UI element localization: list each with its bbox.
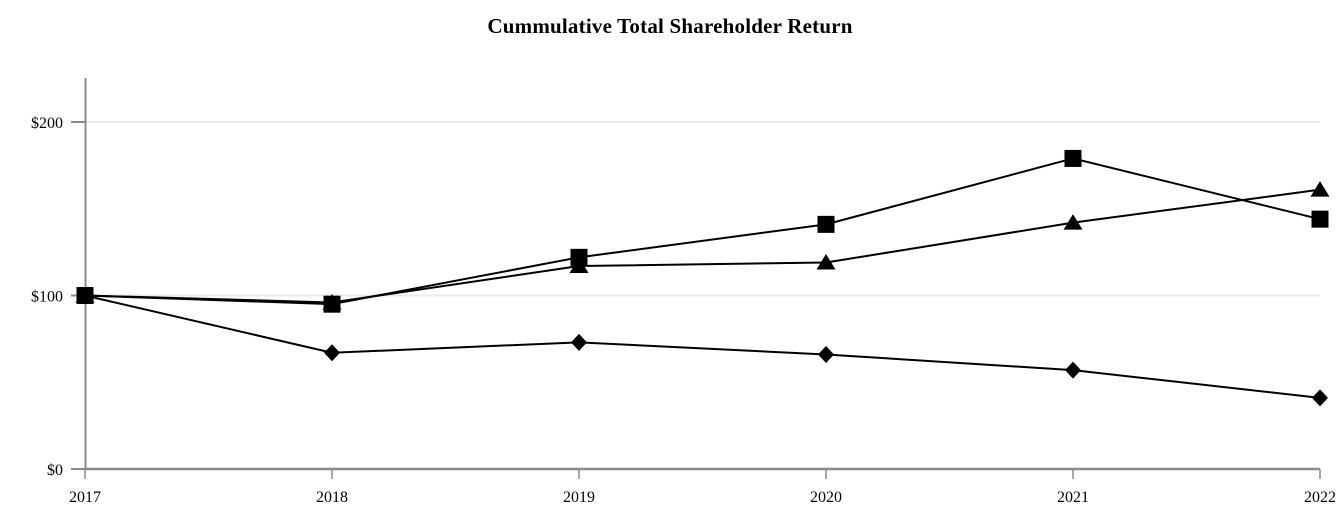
marker-square: [1311, 210, 1329, 228]
triangle-series-line: [84, 188, 1321, 304]
marker-triangle: [1310, 181, 1330, 197]
marker-diamond: [1312, 389, 1328, 407]
x-tick-label: 2021: [1057, 489, 1089, 506]
marker-triangle: [816, 254, 836, 270]
x-tick-label: 2022: [1304, 489, 1336, 506]
diamond-series-line: [84, 294, 1321, 399]
marker-square: [817, 215, 835, 233]
marker-diamond: [571, 333, 587, 351]
chart-title: Cummulative Total Shareholder Return: [487, 14, 853, 38]
x-tick-label: 2019: [563, 489, 595, 506]
marker-diamond: [818, 345, 834, 363]
y-tick-label: $100: [31, 289, 63, 306]
y-tick-label: $0: [47, 462, 63, 479]
marker-square: [76, 287, 94, 304]
marker-square: [570, 248, 588, 266]
square-series-line: [84, 157, 1321, 306]
marker-square: [1064, 149, 1082, 167]
marker-diamond: [324, 344, 340, 362]
marker-diamond: [1065, 361, 1081, 379]
marker-square: [323, 295, 341, 313]
marker-triangle: [1063, 214, 1083, 230]
y-tick-label: $200: [31, 115, 63, 132]
x-tick-label: 2017: [69, 489, 101, 506]
x-tick-label: 2018: [316, 489, 348, 506]
x-tick-label: 2020: [810, 489, 842, 506]
